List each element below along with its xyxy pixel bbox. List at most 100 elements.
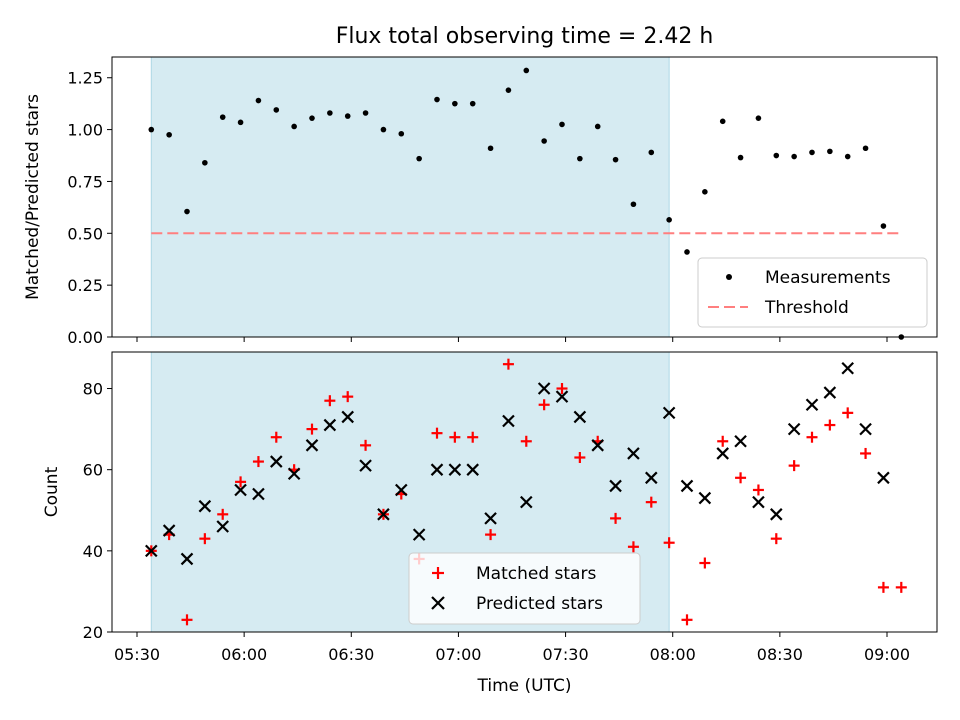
measurement-point bbox=[362, 110, 369, 116]
measurement-point bbox=[398, 130, 405, 137]
predicted-star-point bbox=[448, 463, 462, 476]
matched-star-point bbox=[877, 581, 889, 593]
measurement-point bbox=[166, 131, 172, 138]
measurement-point bbox=[291, 123, 297, 130]
bottom-axes-frame bbox=[111, 351, 938, 633]
legend-predicted-marker bbox=[431, 596, 445, 610]
matched-star-point bbox=[502, 358, 514, 370]
predicted-star-point bbox=[877, 471, 890, 485]
matched-star-point bbox=[663, 537, 675, 549]
bottom-y-axis-label: Count bbox=[42, 466, 62, 517]
top-y-axis-label: Matched/Predicted stars bbox=[23, 94, 43, 300]
measurement-point bbox=[648, 149, 655, 156]
top-shaded-region bbox=[150, 56, 670, 338]
matched-star-point bbox=[556, 383, 568, 395]
measurement-point bbox=[809, 149, 815, 156]
predicted-star-point bbox=[537, 382, 551, 395]
measurement-point bbox=[273, 107, 280, 113]
predicted-star-point bbox=[823, 386, 837, 399]
matched-star-point bbox=[610, 512, 622, 524]
measurement-point bbox=[737, 154, 744, 161]
xtick-label: 06:30 bbox=[328, 645, 374, 664]
measurement-point bbox=[327, 110, 333, 116]
measurement-point bbox=[594, 123, 601, 130]
predicted-star-point bbox=[573, 410, 587, 424]
measurement-point bbox=[666, 217, 672, 223]
measurement-point bbox=[344, 113, 351, 119]
predicted-star-point bbox=[145, 544, 158, 558]
measurement-point bbox=[434, 96, 440, 103]
predicted-star-point bbox=[234, 483, 247, 497]
predicted-star-point bbox=[805, 398, 819, 412]
matched-star-point bbox=[681, 614, 693, 626]
legend-matched-marker bbox=[432, 567, 444, 579]
predicted-star-point bbox=[734, 434, 747, 448]
measurement-point bbox=[844, 153, 851, 160]
measurement-point bbox=[184, 208, 190, 215]
measurement-point bbox=[773, 152, 780, 159]
measurement-points bbox=[148, 67, 905, 340]
predicted-star-point bbox=[645, 471, 658, 485]
legend-matched-label: Matched stars bbox=[476, 564, 596, 584]
top-ytick-label: 0.75 bbox=[67, 172, 103, 191]
matched-star-point bbox=[235, 476, 247, 488]
matched-star-point bbox=[217, 508, 229, 520]
xtick-label: 08:00 bbox=[650, 645, 696, 664]
measurement-point bbox=[505, 87, 512, 93]
predicted-star-point bbox=[395, 483, 408, 497]
predicted-star-point bbox=[162, 524, 176, 537]
top-x-ticks bbox=[136, 337, 888, 342]
top-axes-frame bbox=[111, 56, 938, 338]
chart-title: Flux total observing time = 2.42 h bbox=[336, 24, 714, 49]
measurement-point bbox=[827, 148, 833, 155]
matched-star-point bbox=[788, 460, 800, 472]
predicted-star-point bbox=[841, 361, 854, 375]
bottom-ytick-label: 60 bbox=[83, 461, 103, 480]
legend-measurements-marker bbox=[726, 274, 732, 280]
xtick-label: 07:00 bbox=[435, 645, 481, 664]
predicted-star-point bbox=[216, 520, 229, 533]
predicted-star-point bbox=[252, 487, 265, 501]
bottom-legend: Matched stars Predicted stars bbox=[408, 552, 641, 625]
measurement-point bbox=[309, 115, 315, 121]
xtick-label: 08:30 bbox=[757, 645, 803, 664]
predicted-star-point bbox=[662, 406, 676, 420]
bottom-ytick-label: 80 bbox=[83, 380, 103, 399]
matched-star-point bbox=[270, 431, 282, 443]
predicted-star-point bbox=[502, 414, 515, 428]
matched-stars-points bbox=[145, 358, 907, 626]
predicted-stars-points bbox=[145, 361, 890, 566]
measurement-point bbox=[416, 155, 422, 162]
bottom-y-ticks: 20 40 60 80 bbox=[83, 380, 112, 642]
x-axis-label: Time (UTC) bbox=[477, 676, 572, 696]
xtick-label: 07:30 bbox=[543, 645, 589, 664]
predicted-star-point bbox=[680, 479, 694, 493]
top-legend-box bbox=[697, 257, 928, 328]
matched-star-point bbox=[324, 395, 336, 407]
matched-star-point bbox=[538, 399, 550, 411]
top-ytick-label: 1.25 bbox=[67, 69, 103, 88]
top-legend: Measurements Threshold bbox=[697, 257, 928, 328]
matched-star-point bbox=[895, 581, 907, 593]
matched-star-point bbox=[252, 456, 264, 468]
predicted-star-point bbox=[627, 447, 640, 460]
predicted-star-point bbox=[770, 508, 783, 521]
measurement-point bbox=[452, 100, 458, 107]
matched-star-point bbox=[520, 435, 532, 447]
measurement-point bbox=[684, 249, 690, 255]
bottom-ytick-label: 40 bbox=[83, 542, 103, 561]
predicted-star-point bbox=[752, 495, 765, 509]
xtick-label: 05:30 bbox=[114, 645, 160, 664]
matched-star-point bbox=[181, 614, 193, 626]
measurement-point bbox=[755, 115, 762, 121]
predicted-star-point bbox=[359, 459, 372, 472]
bottom-x-ticks: 05:30 06:00 06:30 07:00 07:30 08:00 08:30 09:00 bbox=[114, 632, 910, 664]
measurement-point bbox=[577, 155, 583, 162]
predicted-star-point bbox=[484, 512, 497, 525]
matched-star-point bbox=[645, 496, 657, 508]
bottom-ytick-label: 20 bbox=[83, 623, 103, 642]
predicted-star-point bbox=[430, 463, 444, 476]
predicted-star-point bbox=[377, 508, 390, 521]
predicted-star-point bbox=[859, 422, 872, 436]
